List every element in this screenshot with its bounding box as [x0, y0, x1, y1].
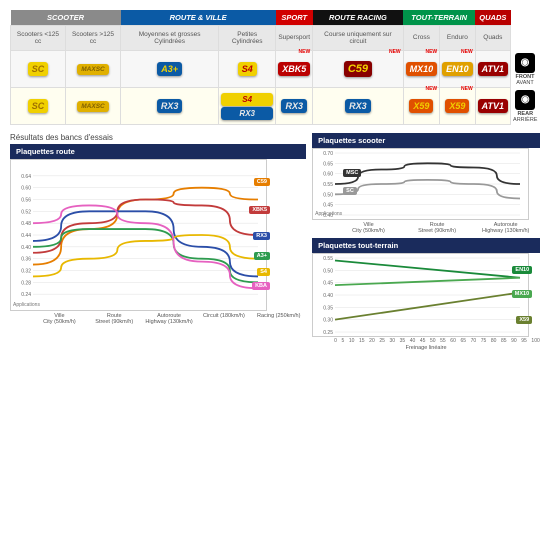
- product-cell: NEWMX10: [403, 51, 440, 88]
- series-tag: SC: [343, 187, 357, 195]
- series-tag: MSC: [343, 169, 361, 177]
- svg-text:0.50: 0.50: [323, 193, 333, 199]
- product-cell: RX3: [121, 88, 219, 125]
- position-icon: ◉: [515, 90, 535, 110]
- subcategory-cell: Moyennes et grosses Cylindrées: [121, 26, 219, 51]
- product-cell: RX3: [276, 88, 313, 125]
- route-chart: 0.24 0.28 0.32 0.36 0.40 0.44 0.48 0.52 0.56 0.60…: [10, 159, 267, 311]
- route-chart-title: Plaquettes route: [10, 144, 306, 159]
- svg-text:0.45: 0.45: [323, 281, 333, 287]
- product-cell: ATV1: [475, 88, 510, 125]
- series-tag: X59: [516, 316, 532, 324]
- svg-text:0.64: 0.64: [21, 174, 31, 180]
- tt-chart: 0.25 0.30 0.35 0.40 0.45 0.50 0.55 EN10 MX10 X59: [312, 253, 529, 337]
- product-cell: RX3: [313, 88, 403, 125]
- svg-text:0.44: 0.44: [21, 233, 31, 239]
- subcategory-cell: Quads: [475, 26, 510, 51]
- product-cell: NEWEN10: [440, 51, 476, 88]
- product-cell: SC: [11, 51, 66, 88]
- category-header: QUADS: [475, 10, 510, 26]
- svg-text:0.55: 0.55: [323, 182, 333, 188]
- subcategory-cell: Scooters >125 cc: [65, 26, 120, 51]
- tt-chart-title: Plaquettes tout-terrain: [312, 238, 540, 253]
- position-icon: ◉: [515, 53, 535, 73]
- bench-title: Résultats des bancs d'essais: [10, 133, 306, 142]
- subcategory-cell: Scooters <125 cc: [11, 26, 66, 51]
- svg-text:0.48: 0.48: [21, 221, 31, 227]
- category-header: ROUTE & VILLE: [121, 10, 276, 26]
- category-header: SPORT: [276, 10, 313, 26]
- svg-text:0.55: 0.55: [323, 256, 333, 262]
- svg-text:0.32: 0.32: [21, 269, 31, 275]
- category-header: ROUTE RACING: [313, 10, 403, 26]
- category-header: SCOOTER: [11, 10, 121, 26]
- svg-text:0.40: 0.40: [21, 245, 31, 251]
- subcategory-cell: Petites Cylindrées: [219, 26, 276, 51]
- product-cell: ATV1: [475, 51, 510, 88]
- subcategory-cell: Cross: [403, 26, 440, 51]
- series-tag: MX10: [512, 290, 532, 298]
- product-cell: NEWXBK5: [276, 51, 313, 88]
- svg-text:0.70: 0.70: [323, 151, 333, 157]
- series-tag: C59: [254, 178, 270, 186]
- product-cell: MAXSC: [65, 51, 120, 88]
- series-tag: A3+: [254, 252, 270, 260]
- svg-text:0.60: 0.60: [323, 172, 333, 178]
- product-cell: NEWC59: [313, 51, 403, 88]
- product-cell: NEWX59: [440, 88, 476, 125]
- scooter-chart-title: Plaquettes scooter: [312, 133, 540, 148]
- subcategory-cell: Course uniquement sur circuit: [313, 26, 403, 51]
- series-tag: RX3: [253, 232, 270, 240]
- subcategory-cell: Supersport: [276, 26, 313, 51]
- svg-text:0.65: 0.65: [323, 162, 333, 168]
- svg-text:0.60: 0.60: [21, 186, 31, 192]
- svg-text:0.56: 0.56: [21, 198, 31, 204]
- product-cell: SC: [11, 88, 66, 125]
- subcategory-cell: Enduro: [440, 26, 476, 51]
- product-cell: NEWX59: [403, 88, 440, 125]
- svg-text:0.30: 0.30: [323, 318, 333, 324]
- series-tag: XBK5: [249, 206, 270, 214]
- svg-text:0.35: 0.35: [323, 306, 333, 312]
- series-tag: KBA: [252, 282, 270, 290]
- product-cell: S4: [219, 51, 276, 88]
- series-tag: S4: [257, 268, 270, 276]
- svg-text:0.45: 0.45: [323, 203, 333, 209]
- product-cell: S4RX3: [219, 88, 276, 125]
- category-header: TOUT-TERRAIN: [403, 10, 475, 26]
- product-category-table: SCOOTERROUTE & VILLESPORTROUTE RACINGTOU…: [10, 10, 540, 125]
- product-cell: MAXSC: [65, 88, 120, 125]
- svg-text:0.50: 0.50: [323, 269, 333, 275]
- scooter-chart: 0.400.450.500.550.600.650.70Applications…: [312, 148, 529, 220]
- series-tag: EN10: [512, 266, 532, 274]
- svg-text:0.52: 0.52: [21, 210, 31, 216]
- svg-text:0.36: 0.36: [21, 257, 31, 263]
- svg-text:0.24: 0.24: [21, 292, 31, 298]
- svg-text:0.25: 0.25: [323, 330, 333, 336]
- svg-text:0.28: 0.28: [21, 281, 31, 287]
- product-cell: A3+: [121, 51, 219, 88]
- svg-text:0.40: 0.40: [323, 293, 333, 299]
